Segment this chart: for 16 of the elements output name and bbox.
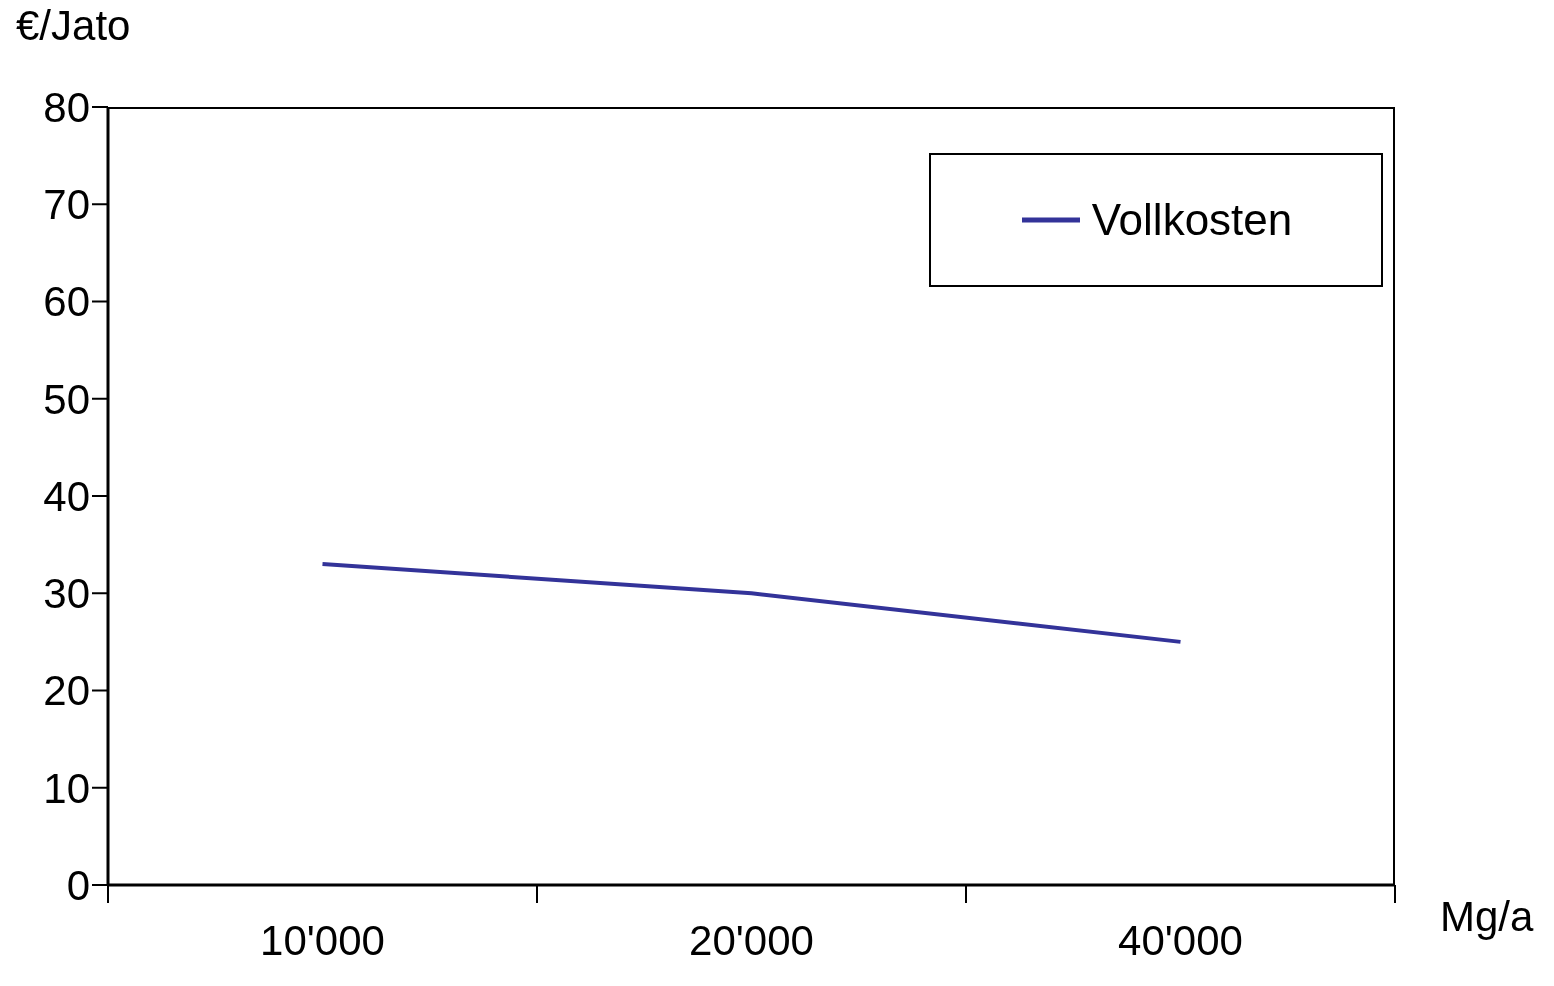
y-tick-label: 30: [43, 570, 90, 618]
y-tick-label: 10: [43, 764, 90, 812]
y-axis-title: €/Jato: [16, 2, 131, 50]
x-tick-label: 20'000: [689, 917, 814, 964]
y-tick-label: 80: [43, 83, 90, 131]
y-tick-label: 60: [43, 278, 90, 326]
legend-label: Vollkosten: [1091, 195, 1293, 245]
y-tick-label: 20: [43, 667, 90, 715]
y-tick-label: 40: [43, 472, 90, 520]
y-tick-label: 0: [66, 861, 90, 909]
x-tick-label: 40'000: [1118, 917, 1243, 964]
x-axis-title: Mg/a: [1440, 893, 1534, 941]
legend-box: Vollkosten: [929, 153, 1383, 287]
y-tick-label: 70: [43, 181, 90, 229]
y-tick-label: 50: [43, 375, 90, 423]
x-tick-label: 10'000: [260, 917, 385, 964]
